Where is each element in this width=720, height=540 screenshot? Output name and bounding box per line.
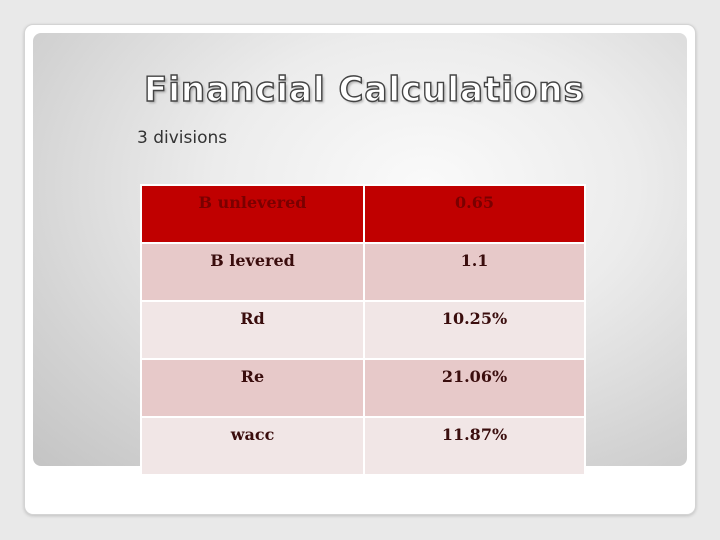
table-cell-label: Re (140, 358, 365, 418)
table-row: Rd 10.25% (140, 300, 586, 360)
table-row: wacc 11.87% (140, 416, 586, 476)
table-cell-label: wacc (140, 416, 365, 476)
table-row: B levered 1.1 (140, 242, 586, 302)
table-cell-label: B unlevered (140, 184, 365, 244)
table-cell-value: 1.1 (363, 242, 586, 302)
table-row: Re 21.06% (140, 358, 586, 418)
slide-title: Financial Calculations (143, 69, 585, 110)
table-cell-value: 11.87% (363, 416, 586, 476)
table-cell-label: B levered (140, 242, 365, 302)
table-row: B unlevered 0.65 (140, 184, 586, 244)
table-cell-value: 10.25% (363, 300, 586, 360)
slide-subtitle: 3 divisions (137, 128, 228, 148)
table-cell-value: 21.06% (363, 358, 586, 418)
financial-calculations-table: B unlevered 0.65 B levered 1.1 Rd 10.25%… (140, 184, 586, 476)
table-cell-label: Rd (140, 300, 365, 360)
table-cell-value: 0.65 (363, 184, 586, 244)
